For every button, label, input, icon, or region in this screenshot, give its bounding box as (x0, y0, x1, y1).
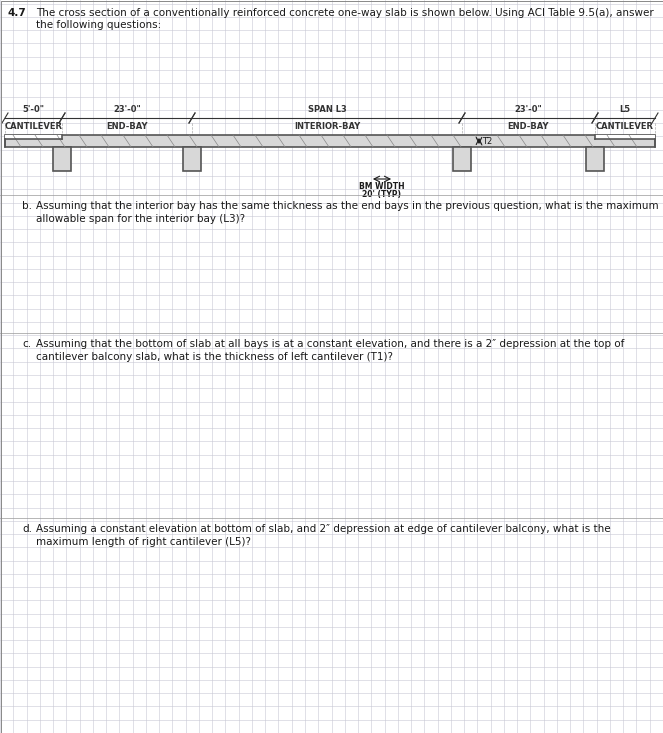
Text: L5: L5 (619, 105, 631, 114)
Polygon shape (586, 147, 604, 171)
Text: Assuming that the bottom of slab at all bays is at a constant elevation, and the: Assuming that the bottom of slab at all … (36, 339, 625, 349)
Text: CANTILEVER: CANTILEVER (596, 122, 654, 131)
Text: 5'-0": 5'-0" (23, 105, 44, 114)
Text: 23'-0": 23'-0" (514, 105, 542, 114)
Text: CANTILEVER: CANTILEVER (5, 122, 62, 131)
Text: INTERIOR-BAY: INTERIOR-BAY (294, 122, 360, 131)
Text: maximum length of right cantilever (L5)?: maximum length of right cantilever (L5)? (36, 537, 251, 547)
Polygon shape (5, 135, 62, 139)
Text: allowable span for the interior bay (L3)?: allowable span for the interior bay (L3)… (36, 214, 245, 224)
Text: The cross section of a conventionally reinforced concrete one-way slab is shown : The cross section of a conventionally re… (36, 8, 654, 18)
Text: BM WIDTH: BM WIDTH (359, 182, 405, 191)
Polygon shape (453, 147, 471, 171)
Text: cantilever balcony slab, what is the thickness of left cantilever (T1)?: cantilever balcony slab, what is the thi… (36, 352, 393, 362)
Text: 23'-0": 23'-0" (113, 105, 141, 114)
Text: Assuming that the interior bay has the same thickness as the end bays in the pre: Assuming that the interior bay has the s… (36, 201, 658, 211)
Text: 20' (TYP): 20' (TYP) (363, 190, 402, 199)
Text: the following questions:: the following questions: (36, 20, 161, 30)
Polygon shape (595, 135, 655, 139)
Text: END-BAY: END-BAY (508, 122, 549, 131)
Text: Assuming a constant elevation at bottom of slab, and 2″ depression at edge of ca: Assuming a constant elevation at bottom … (36, 524, 611, 534)
Text: T2: T2 (482, 136, 492, 145)
Text: SPAN L3: SPAN L3 (308, 105, 346, 114)
Polygon shape (183, 147, 201, 171)
Text: b.: b. (22, 201, 32, 211)
Text: END-BAY: END-BAY (106, 122, 148, 131)
Polygon shape (53, 147, 71, 171)
Polygon shape (5, 135, 655, 147)
Text: 4.7: 4.7 (8, 8, 27, 18)
Text: c.: c. (22, 339, 31, 349)
Text: d.: d. (22, 524, 32, 534)
